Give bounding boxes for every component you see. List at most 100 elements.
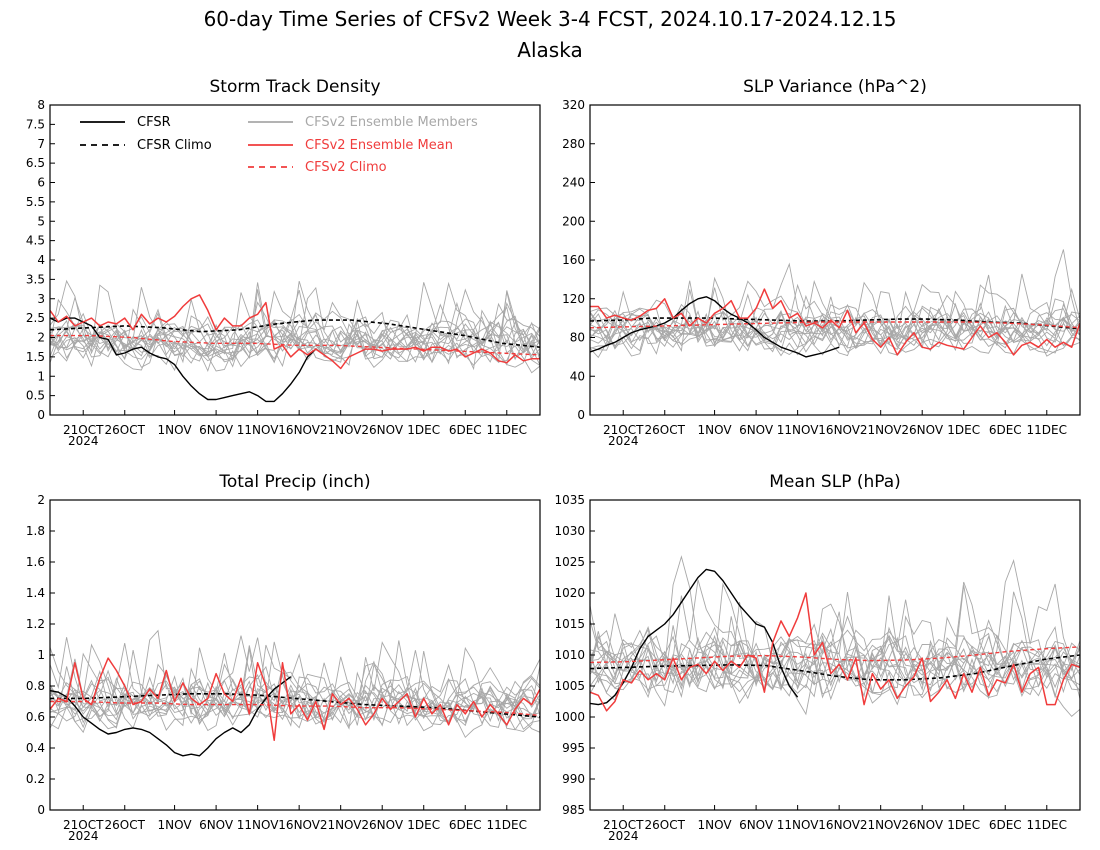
ensemble-member-line	[590, 616, 1080, 698]
ensemble-member-line	[50, 299, 540, 364]
x-tick-label: 21OCT	[63, 818, 104, 832]
y-tick-label: 995	[562, 741, 585, 755]
y-tick-label: 6	[37, 176, 45, 190]
plot-frame	[589, 104, 1081, 416]
x-tick-label: 1DEC	[947, 423, 980, 437]
panel-title: SLP Variance (hPa^2)	[743, 77, 927, 97]
y-tick-label: 1.2	[26, 617, 45, 631]
y-tick-label: 4.5	[26, 234, 45, 248]
x-tick-label: 11DEC	[487, 423, 527, 437]
y-tick-label: 0	[37, 408, 45, 422]
ensemble-member-line	[590, 289, 1080, 352]
ensemble-member-line	[50, 289, 540, 366]
x-tick-label: 11NOV	[777, 423, 819, 437]
x-tick-label: 26NOV	[901, 818, 943, 832]
y-tick-label: 40	[570, 369, 585, 383]
y-tick-label: 1.8	[26, 524, 45, 538]
panel-title: Storm Track Density	[209, 77, 380, 97]
y-tick-label: 0	[577, 408, 585, 422]
series-line-ens-climo	[590, 646, 1080, 664]
ensemble-member-line	[50, 287, 540, 368]
y-tick-label: 200	[562, 214, 585, 228]
y-tick-label: 985	[562, 803, 585, 817]
y-tick-label: 1025	[554, 555, 585, 569]
series-line-cfsr-climo	[50, 319, 540, 348]
y-tick-label: 5	[37, 214, 45, 228]
x-tick-label: 1DEC	[407, 818, 440, 832]
y-tick-label: 280	[562, 137, 585, 151]
x-tick-label: 21NOV	[860, 423, 902, 437]
series-line-ens-climo	[590, 321, 1080, 329]
ensemble-member-line	[50, 644, 540, 730]
ensemble-member-line	[590, 611, 1080, 698]
figure-title: 60-day Time Series of CFSv2 Week 3-4 FCS…	[204, 7, 897, 31]
x-tick-label: 26NOV	[901, 423, 943, 437]
x-tick-label: 16NOV	[278, 818, 320, 832]
x-tick-label: 11NOV	[237, 423, 279, 437]
plot-area	[590, 555, 1080, 718]
y-tick-label: 160	[562, 253, 585, 267]
ensemble-member-line	[590, 290, 1080, 355]
legend-label: CFSR Climo	[137, 138, 212, 153]
x-tick-label: 16NOV	[818, 423, 860, 437]
x-tick-label: 21OCT	[63, 423, 104, 437]
plot-area	[50, 629, 540, 757]
ensemble-member-line	[50, 651, 540, 732]
y-tick-label: 320	[562, 98, 585, 112]
y-tick-label: 120	[562, 292, 585, 306]
series-line-cfsr	[50, 317, 317, 403]
x-tick-label: 1NOV	[698, 818, 733, 832]
x-tick-label: 26OCT	[645, 423, 686, 437]
y-tick-label: 0.2	[26, 772, 45, 786]
y-tick-label: 1020	[554, 586, 585, 600]
ensemble-member-line	[50, 646, 540, 725]
y-tick-label: 1015	[554, 617, 585, 631]
y-tick-label: 4	[37, 253, 45, 267]
legend-label: CFSv2 Ensemble Members	[305, 115, 478, 130]
y-tick-label: 0.5	[26, 389, 45, 403]
y-tick-label: 0.6	[26, 710, 45, 724]
y-tick-label: 2	[37, 331, 45, 345]
x-year-label: 2024	[608, 434, 639, 448]
x-tick-label: 1NOV	[158, 818, 193, 832]
ensemble-member-line	[590, 623, 1080, 706]
x-tick-label: 11NOV	[237, 818, 279, 832]
y-tick-label: 0.4	[26, 741, 45, 755]
figure-subtitle: Alaska	[517, 38, 582, 62]
series-line-cfsr	[50, 676, 292, 757]
plot-area	[50, 279, 540, 403]
x-tick-label: 16NOV	[278, 423, 320, 437]
y-tick-label: 1010	[554, 648, 585, 662]
x-tick-label: 26NOV	[361, 818, 403, 832]
x-tick-label: 11DEC	[1027, 423, 1067, 437]
legend-label: CFSR	[137, 115, 171, 130]
x-tick-label: 26OCT	[105, 423, 146, 437]
panel-title: Mean SLP (hPa)	[769, 472, 901, 492]
ensemble-member-line	[590, 283, 1080, 357]
y-tick-label: 1035	[554, 493, 585, 507]
y-tick-label: 0.8	[26, 679, 45, 693]
y-tick-label: 1000	[554, 710, 585, 724]
plot-frame	[49, 104, 541, 416]
x-tick-label: 11DEC	[1027, 818, 1067, 832]
series-line-cfsr	[590, 296, 840, 358]
series-line-ens-climo	[50, 334, 540, 356]
x-tick-label: 16NOV	[818, 818, 860, 832]
panel-3: Total Precip (inch) 0 0.2 0.4 0.6 0.8 1 1.2 1.4 1…	[26, 472, 541, 843]
x-tick-label: 11DEC	[487, 818, 527, 832]
panel-4: Mean SLP (hPa) 985 990 995 1000 1005 1010 1015 1…	[554, 472, 1081, 843]
x-tick-label: 6NOV	[199, 423, 234, 437]
x-tick-label: 6DEC	[989, 818, 1022, 832]
x-tick-label: 21OCT	[603, 818, 644, 832]
y-tick-label: 240	[562, 176, 585, 190]
ensemble-member-line	[590, 303, 1080, 354]
x-year-label: 2024	[68, 434, 99, 448]
plot-area	[590, 249, 1080, 359]
y-tick-label: 3	[37, 292, 45, 306]
x-tick-label: 21NOV	[860, 818, 902, 832]
ensemble-member-line	[50, 645, 540, 729]
y-tick-label: 0	[37, 803, 45, 817]
x-tick-label: 26OCT	[645, 818, 686, 832]
y-tick-label: 1.5	[26, 350, 45, 364]
